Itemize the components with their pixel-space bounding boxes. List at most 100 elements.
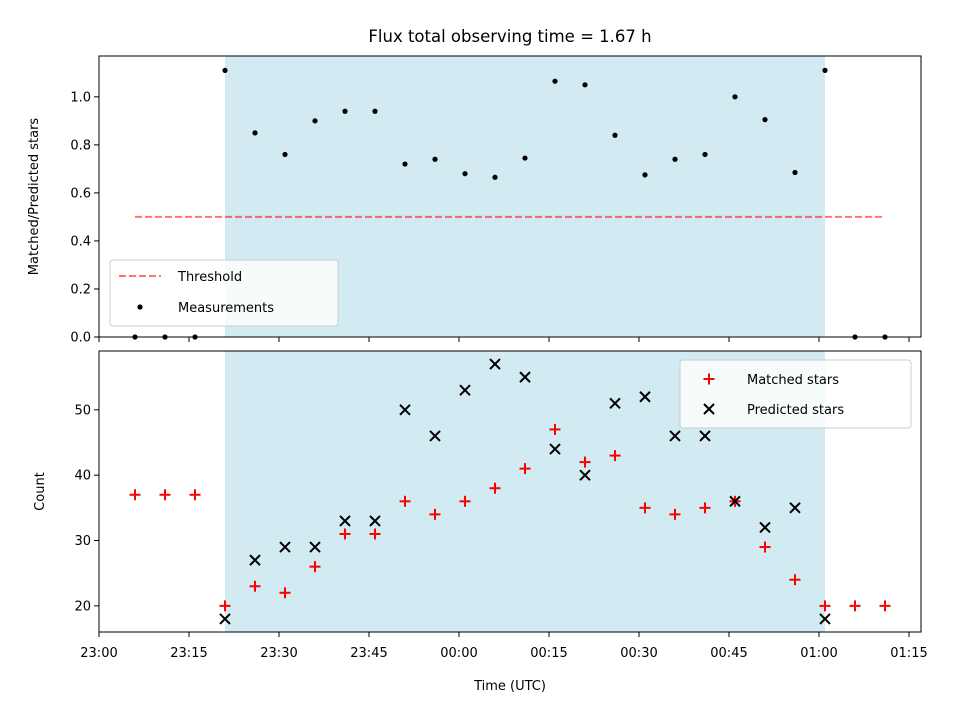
matched-stars-point — [249, 580, 261, 592]
matched-stars-point — [849, 600, 861, 612]
xtick-label: 23:30 — [260, 646, 297, 661]
matched-stars-point — [759, 541, 771, 553]
predicted-stars-point — [369, 515, 381, 527]
predicted-cross-b — [789, 502, 801, 514]
top-legend: Threshold Measurements — [109, 259, 339, 327]
bottom-axes-frame — [98, 350, 922, 633]
predicted-cross-b — [819, 613, 831, 625]
matched-stars-point — [489, 482, 501, 494]
measurement-point — [252, 130, 258, 136]
legend-measurements-swatch — [137, 304, 143, 310]
predicted-cross-b — [759, 521, 771, 534]
predicted-stars-point — [489, 358, 501, 370]
predicted-cross-b — [249, 554, 261, 566]
matched-stars-point — [609, 450, 621, 462]
predicted-stars-point — [789, 502, 801, 514]
predicted-cross-b — [519, 371, 531, 383]
top-ytick-label: 0.0 — [70, 331, 91, 346]
bottom-ytick-label: 20 — [74, 599, 91, 614]
matched-stars-point — [219, 600, 231, 612]
matched-stars-point — [789, 574, 801, 586]
matched-stars-point — [819, 600, 831, 612]
matched-stars-point — [549, 423, 561, 435]
predicted-stars-point — [429, 430, 441, 442]
measurement-point — [432, 156, 438, 162]
predicted-stars-point — [759, 521, 771, 534]
matched-stars-point — [519, 463, 531, 475]
legend-matched-swatch — [703, 373, 715, 385]
predicted-stars-point — [219, 613, 231, 625]
predicted-stars-point — [339, 515, 351, 527]
matched-stars-point — [309, 561, 321, 573]
predicted-stars-point — [399, 404, 411, 416]
matched-stars-point — [579, 456, 591, 468]
legend-predicted-label: Predicted stars — [747, 403, 844, 418]
xtick-label: 23:15 — [170, 646, 207, 661]
predicted-cross-b — [399, 404, 411, 416]
predicted-cross-b — [489, 358, 501, 370]
legend-predicted-b — [703, 403, 715, 415]
legend-measurements-label: Measurements — [178, 301, 274, 316]
predicted-cross-b — [729, 495, 741, 508]
top-axes-frame — [98, 55, 922, 338]
legend-matched-label: Matched stars — [747, 373, 839, 388]
top-ytick-label: 0.8 — [70, 138, 91, 153]
legend-predicted-swatch — [703, 403, 715, 415]
measurement-point — [492, 174, 498, 180]
measurement-point — [372, 108, 378, 114]
measurement-point — [822, 67, 828, 74]
measurement-point — [732, 94, 738, 100]
matched-stars-point — [399, 495, 411, 507]
legend-threshold-label: Threshold — [177, 270, 242, 285]
predicted-cross-b — [279, 541, 291, 553]
top-ytick-label: 1.0 — [70, 90, 91, 105]
matched-stars-point — [339, 528, 351, 540]
matched-stars-point — [369, 528, 381, 540]
measurement-point — [762, 117, 768, 123]
predicted-stars-point — [729, 495, 741, 508]
measurement-point — [642, 172, 648, 178]
xtick-label: 01:15 — [890, 646, 927, 661]
predicted-cross-b — [309, 541, 321, 553]
predicted-stars-point — [549, 443, 561, 455]
bottom-legend-box — [679, 359, 912, 429]
xtick-label: 00:45 — [710, 646, 747, 661]
bottom-ytick-label: 50 — [74, 403, 91, 418]
chart-title: Flux total observing time = 1.67 h — [368, 27, 651, 46]
top-panel: 0.0 0.2 0.4 0.6 0.8 1.0 Matched/Predicted sta… — [27, 55, 922, 346]
predicted-cross-b — [549, 443, 561, 455]
matched-stars-point — [669, 508, 681, 520]
top-ytick-label: 0.2 — [70, 282, 91, 297]
predicted-stars-point — [669, 430, 681, 442]
matched-stars-point — [879, 600, 891, 612]
predicted-stars-point — [579, 469, 591, 481]
top-y-axis-label: Matched/Predicted stars — [27, 118, 42, 276]
matched-stars-point — [279, 587, 291, 599]
bottom-panel: 20 30 40 50 23:00 23:15 23:30 23:45 00:00 00:15 0… — [33, 350, 928, 694]
predicted-stars-point — [459, 384, 471, 396]
bottom-ytick-label: 30 — [74, 534, 91, 549]
measurement-point — [552, 78, 558, 84]
measurement-point — [792, 169, 798, 176]
predicted-stars-point — [699, 430, 711, 442]
predicted-stars-point — [609, 397, 621, 409]
measurement-point — [282, 151, 288, 158]
measurement-point — [612, 132, 618, 138]
xtick-label: 00:00 — [440, 646, 477, 661]
predicted-cross-b — [609, 397, 621, 409]
predicted-stars-point — [819, 613, 831, 625]
matched-stars-point — [429, 508, 441, 520]
xtick-label: 23:00 — [80, 646, 117, 661]
predicted-cross-b — [699, 430, 711, 442]
xtick-label: 01:00 — [800, 646, 837, 661]
matched-stars-point — [459, 495, 471, 507]
predicted-cross-b — [669, 430, 681, 442]
matched-stars-point — [129, 489, 141, 501]
bottom-legend: Matched stars Predicted stars — [679, 359, 912, 429]
predicted-stars-point — [519, 371, 531, 383]
measurement-point — [312, 118, 318, 124]
predicted-cross-b — [639, 391, 651, 403]
predicted-cross-b — [579, 469, 591, 481]
matched-stars-point — [699, 502, 711, 514]
